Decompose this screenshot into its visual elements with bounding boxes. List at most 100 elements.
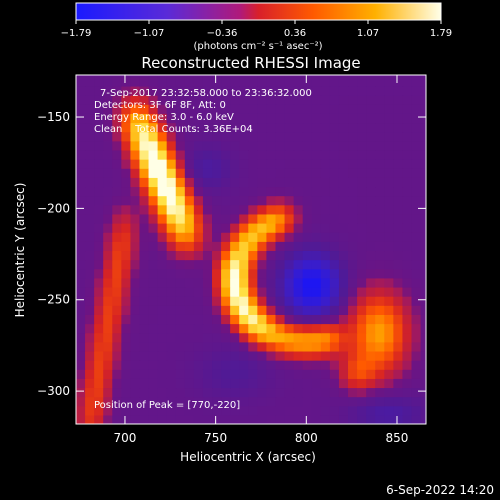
image-pixel <box>175 168 186 178</box>
image-pixel <box>320 250 331 261</box>
image-pixel <box>348 296 358 306</box>
image-pixel <box>257 140 268 151</box>
image-pixel <box>76 140 86 151</box>
image-pixel <box>375 122 385 133</box>
image-pixel <box>248 177 258 188</box>
image-pixel <box>139 341 150 352</box>
image-pixel <box>275 213 286 224</box>
image-pixel <box>420 186 426 197</box>
image-pixel <box>366 332 376 343</box>
image-pixel <box>402 305 413 315</box>
image-pixel <box>112 232 122 242</box>
image-pixel <box>202 95 213 105</box>
image-pixel <box>329 186 340 197</box>
image-pixel <box>103 85 113 96</box>
image-pixel <box>148 223 159 233</box>
image-pixel <box>184 341 195 352</box>
image-pixel <box>103 213 113 224</box>
image-pixel <box>348 277 358 288</box>
image-pixel <box>230 268 240 279</box>
image-pixel <box>112 387 122 398</box>
image-pixel <box>157 177 168 188</box>
image-pixel <box>402 241 413 252</box>
image-pixel <box>411 360 422 370</box>
image-pixel <box>239 378 249 389</box>
image-pixel <box>320 213 331 224</box>
image-pixel <box>166 323 177 334</box>
image-pixel <box>184 195 195 206</box>
image-pixel <box>230 95 240 105</box>
image-pixel <box>375 332 385 343</box>
image-pixel <box>157 140 168 151</box>
image-pixel <box>293 360 304 370</box>
image-pixel <box>402 360 413 370</box>
image-pixel <box>402 168 413 178</box>
image-pixel <box>384 159 394 169</box>
image-pixel <box>248 131 258 142</box>
image-pixel <box>357 186 367 197</box>
image-pixel <box>130 250 141 261</box>
footer-date: 6-Sep-2022 14:20 <box>386 483 494 497</box>
image-pixel <box>76 277 86 288</box>
image-pixel <box>366 341 376 352</box>
image-pixel <box>329 396 340 407</box>
image-pixel <box>366 387 376 398</box>
image-pixel <box>94 177 104 188</box>
image-pixel <box>375 76 385 87</box>
image-pixel <box>338 140 349 151</box>
image-pixel <box>393 268 404 279</box>
image-pixel <box>329 223 340 233</box>
image-pixel <box>411 75 422 78</box>
image-pixel <box>103 241 113 252</box>
image-pixel <box>212 159 222 169</box>
image-pixel <box>230 232 240 242</box>
image-pixel <box>357 177 367 188</box>
image-pixel <box>320 305 331 315</box>
image-pixel <box>76 177 86 188</box>
image-pixel <box>148 159 159 169</box>
x-tick-label: 700 <box>114 431 137 445</box>
image-pixel <box>85 387 95 398</box>
image-pixel <box>85 414 95 424</box>
image-pixel <box>85 168 95 178</box>
image-pixel <box>85 122 95 133</box>
image-pixel <box>402 232 413 242</box>
image-pixel <box>348 213 358 224</box>
image-pixel <box>411 232 422 242</box>
image-pixel <box>275 149 286 160</box>
image-pixel <box>375 95 385 105</box>
image-pixel <box>266 95 277 105</box>
image-pixel <box>221 268 231 279</box>
image-pixel <box>366 75 376 78</box>
image-pixel <box>275 223 286 233</box>
image-pixel <box>393 131 404 142</box>
image-pixel <box>76 286 86 297</box>
image-pixel <box>139 314 150 325</box>
image-pixel <box>94 241 104 252</box>
image-pixel <box>112 250 122 261</box>
image-pixel <box>320 177 331 188</box>
chart-title: Reconstructed RHESSI Image <box>141 54 360 72</box>
image-pixel <box>266 241 277 252</box>
image-pixel <box>266 387 277 398</box>
image-pixel <box>130 177 141 188</box>
image-pixel <box>284 323 295 334</box>
image-pixel <box>76 296 86 306</box>
image-pixel <box>357 195 367 206</box>
image-pixel <box>112 396 122 407</box>
image-pixel <box>139 232 150 242</box>
image-pixel <box>338 76 349 87</box>
image-pixel <box>139 113 150 124</box>
image-pixel <box>148 122 159 133</box>
image-pixel <box>348 378 358 389</box>
image-pixel <box>130 213 141 224</box>
image-pixel <box>420 223 426 233</box>
image-pixel <box>212 149 222 160</box>
image-pixel <box>320 405 331 416</box>
image-pixel <box>375 286 385 297</box>
image-pixel <box>130 95 141 105</box>
image-pixel <box>76 85 86 96</box>
image-pixel <box>94 277 104 288</box>
image-pixel <box>257 387 268 398</box>
image-pixel <box>230 213 240 224</box>
